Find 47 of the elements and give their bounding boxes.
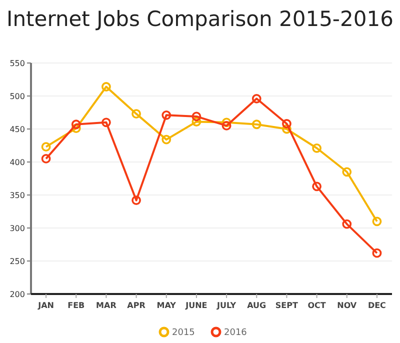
x-tick-label: MAY — [156, 301, 176, 310]
point — [282, 124, 292, 134]
legend-label: 2015 — [172, 328, 195, 338]
point — [372, 248, 382, 258]
point — [132, 196, 141, 205]
x-tick-label: APR — [127, 301, 146, 310]
point — [41, 154, 51, 164]
x-tick-label: SEPT — [275, 301, 299, 310]
x-tick-label: JULY — [216, 301, 236, 310]
point — [102, 118, 111, 128]
y-tick-label: 350 — [10, 190, 25, 200]
point — [252, 94, 262, 104]
point — [312, 182, 322, 192]
point — [312, 143, 322, 153]
point — [132, 109, 141, 119]
point — [192, 117, 202, 126]
x-tick-label: JAN — [37, 301, 54, 310]
point — [41, 142, 51, 152]
y-tick-label: 400 — [10, 158, 25, 167]
y-tick-label: 450 — [10, 124, 25, 134]
x-tick-label: MAR — [96, 301, 116, 310]
legend-label: 2016 — [224, 328, 248, 338]
x-tick-label: NOV — [337, 301, 358, 310]
point — [252, 120, 262, 130]
point — [71, 120, 81, 130]
point — [71, 124, 81, 134]
chart-title: Internet Jobs Comparison 2015-2016 — [6, 7, 394, 31]
point — [162, 110, 172, 120]
y-tick-label: 250 — [10, 256, 25, 266]
x-tick-label: AUG — [247, 301, 266, 310]
point — [282, 119, 292, 128]
y-tick-label: 300 — [10, 224, 25, 233]
point — [372, 216, 382, 226]
point — [222, 118, 232, 128]
point — [342, 219, 352, 229]
point — [342, 167, 352, 177]
x-tick-label: JUNE — [184, 301, 208, 310]
y-tick-label: 200 — [10, 290, 25, 299]
point — [222, 121, 232, 130]
point — [102, 82, 111, 92]
x-tick-label: DEC — [368, 301, 386, 310]
y-tick-label: 500 — [10, 92, 25, 101]
x-tick-label: FEB — [68, 301, 85, 310]
x-tick-label: OCT — [308, 301, 326, 310]
point — [162, 134, 172, 144]
y-tick-label: 550 — [10, 58, 25, 68]
point — [192, 112, 202, 122]
